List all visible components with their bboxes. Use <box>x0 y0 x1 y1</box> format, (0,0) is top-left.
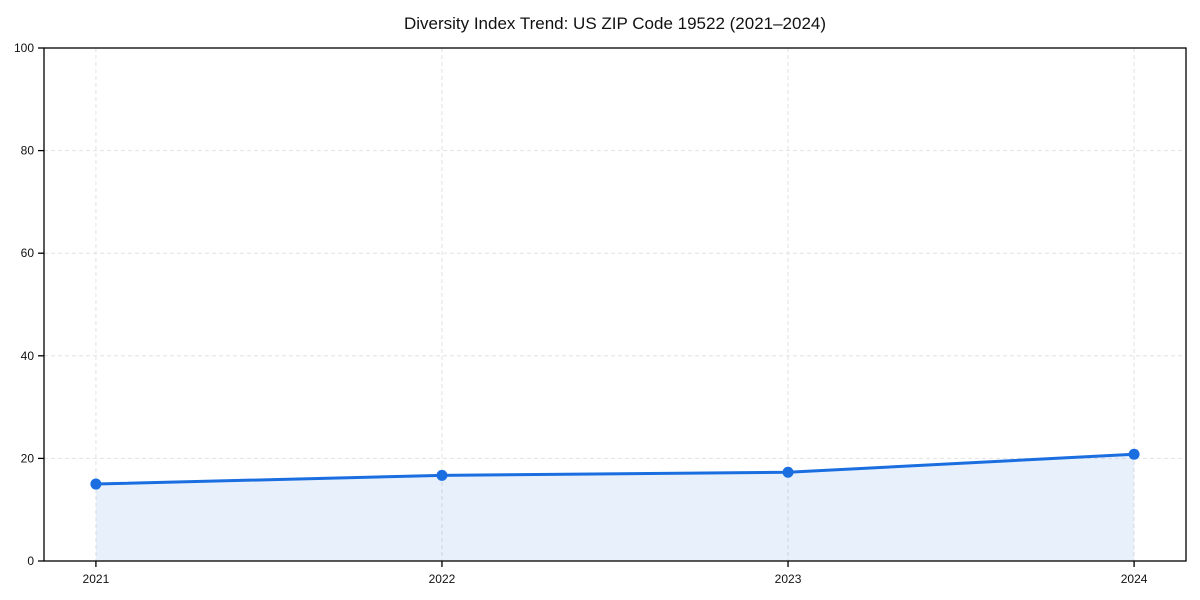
y-tick-label: 60 <box>21 246 35 260</box>
y-tick-label: 20 <box>21 451 35 465</box>
y-tick-label: 100 <box>14 41 34 55</box>
y-tick-label: 80 <box>21 144 35 158</box>
chart-title: Diversity Index Trend: US ZIP Code 19522… <box>404 14 826 33</box>
x-tick-label: 2024 <box>1121 572 1148 586</box>
plot-area: 0 20 40 60 80 100 2021 2022 2023 2024 <box>14 41 1187 586</box>
plot-frame <box>43 47 1187 562</box>
y-axis: 0 20 40 60 80 100 <box>14 41 44 568</box>
x-tick-label: 2021 <box>83 572 110 586</box>
data-point-marker <box>90 478 102 490</box>
x-axis: 2021 2022 2023 2024 <box>83 561 1148 586</box>
series-line <box>94 452 1136 486</box>
y-tick-label: 40 <box>21 349 35 363</box>
data-point-marker <box>436 469 448 481</box>
data-point-marker <box>782 466 794 478</box>
data-point-marker <box>1128 448 1140 460</box>
x-tick-label: 2022 <box>429 572 456 586</box>
y-tick-label: 0 <box>27 554 34 568</box>
series-area-fill <box>95 454 1135 561</box>
x-tick-label: 2023 <box>775 572 802 586</box>
